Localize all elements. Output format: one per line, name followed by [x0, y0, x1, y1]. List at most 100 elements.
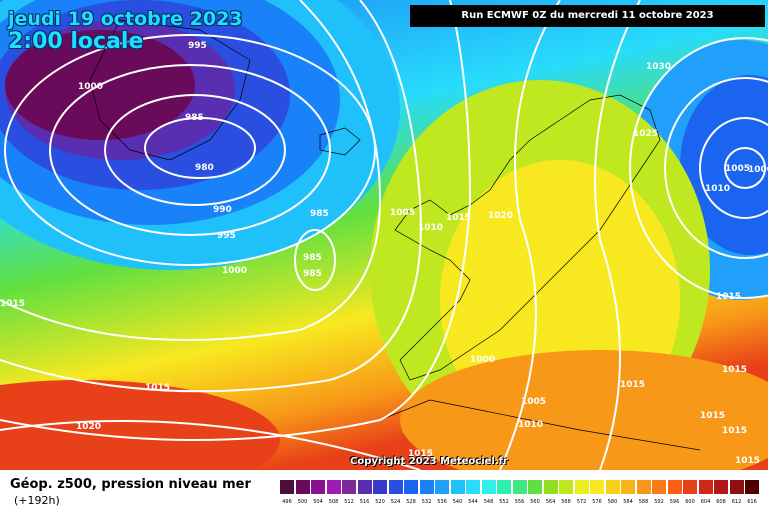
isobar-label: 1015 [0, 299, 25, 309]
scale-swatch [435, 480, 449, 494]
scale-label: 596 [669, 499, 680, 505]
scale-label: 532 [421, 499, 432, 505]
isobars [0, 0, 768, 470]
isobar-label: 1005 [390, 208, 415, 218]
scale-label: 524 [390, 499, 401, 505]
scale-swatch [311, 480, 325, 494]
scale-label: 508 [328, 499, 339, 505]
scale-swatch [683, 480, 697, 494]
forecast-local-time: 2:00 locale [8, 29, 144, 54]
isobar-label: 1020 [76, 422, 101, 432]
isobar-label: 1015 [408, 449, 433, 459]
scale-swatch [450, 480, 465, 494]
scale-swatch [280, 480, 294, 494]
isobar-label: 1005 [725, 164, 750, 174]
scale-label: 512 [344, 499, 354, 505]
forecast-date: jeudi 19 octobre 2023 [8, 8, 243, 30]
scale-swatch [621, 480, 635, 494]
isobar-label: 985 [310, 209, 329, 219]
legend-title: Géop. z500, pression niveau mer [10, 477, 251, 492]
scale-swatch [745, 480, 759, 494]
scale-label: 528 [406, 499, 416, 505]
scale-swatch [698, 480, 713, 494]
isobar-label: 1000 [748, 165, 768, 175]
scale-label: 552 [499, 499, 509, 505]
scale-swatch [652, 480, 666, 494]
scale-swatch [419, 480, 434, 494]
scale-swatch [295, 480, 310, 494]
scale-swatch [466, 480, 480, 494]
scale-swatch [543, 480, 558, 494]
isobar-label: 1030 [646, 62, 671, 72]
isobar-label: 985 [185, 113, 204, 123]
isobar-label: 990 [213, 205, 232, 215]
scale-swatch [528, 480, 542, 494]
scale-label: 544 [468, 499, 478, 505]
scale-swatch [574, 480, 589, 494]
low-core-east [680, 75, 768, 255]
scale-swatch [512, 480, 527, 494]
scale-label: 588 [638, 499, 649, 505]
scale-label: 560 [530, 499, 540, 505]
scale-swatch [714, 480, 728, 494]
isobar-label: 1000 [78, 82, 103, 92]
isobar-label: 1010 [705, 184, 730, 194]
isobar-label: 1010 [518, 420, 543, 430]
isobar-label: 995 [188, 41, 207, 51]
scale-label: 584 [623, 499, 633, 505]
scale-label: 612 [731, 499, 742, 505]
scale-swatch [357, 480, 372, 494]
scale-swatch [497, 480, 511, 494]
scale-swatch [373, 480, 387, 494]
isobar-label: 995 [217, 231, 236, 241]
scale-label: 556 [514, 499, 525, 505]
scale-swatch [667, 480, 682, 494]
isobar-label: 1020 [488, 211, 513, 221]
scale-label: 496 [282, 499, 292, 505]
scale-swatch [481, 480, 496, 494]
isobar-label: 1010 [418, 223, 443, 233]
isobar-label: 1005 [521, 397, 546, 407]
isobar-labels: 995 1000 985 980 990 995 985 985 985 100… [0, 41, 768, 466]
isobar-label: 980 [195, 163, 214, 173]
scale-swatch [559, 480, 573, 494]
scale-label: 592 [654, 499, 664, 505]
isobar-label: 985 [303, 269, 322, 279]
copyright: Copyright 2023 Meteociel.fr [350, 456, 508, 467]
scale-swatch [590, 480, 604, 494]
scale-label: 580 [607, 499, 618, 505]
run-info: Run ECMWF 0Z du mercredi 11 octobre 2023 [410, 5, 765, 27]
isobar-label: 1015 [735, 456, 760, 466]
isobar-label: 1015 [716, 292, 741, 302]
scale-label: 608 [716, 499, 726, 505]
scale-label: 600 [685, 499, 695, 505]
isobar-label: 1015 [700, 411, 725, 421]
scale-label: 604 [700, 499, 711, 505]
isobar-label: 1015 [446, 213, 471, 223]
coastline-iceland [319, 127, 361, 156]
scale-swatch [636, 480, 651, 494]
scale-label: 548 [483, 499, 494, 505]
isobar-label: 1000 [470, 355, 495, 365]
scale-label: 568 [561, 499, 571, 505]
scale-label: 564 [545, 499, 556, 505]
scale-label: 572 [576, 499, 587, 505]
scale-swatch [404, 480, 418, 494]
scale-swatch [605, 480, 620, 494]
isobar-label: 1015 [620, 380, 645, 390]
scale-label: 516 [359, 499, 370, 505]
isobar-label: 1000 [222, 266, 247, 276]
scale-label: 500 [297, 499, 308, 505]
weather-map: 995 1000 985 980 990 995 985 985 985 100… [0, 0, 768, 470]
scale-label: 536 [437, 499, 447, 505]
scale-label: 616 [747, 499, 757, 505]
southwest-warm [0, 380, 280, 470]
lead-time: (+192h) [14, 494, 60, 507]
scale-swatch [326, 480, 341, 494]
south-warm [400, 350, 768, 470]
scale-label: 520 [375, 499, 385, 505]
scale-label: 504 [313, 499, 323, 505]
isobar-label: 1025 [633, 129, 658, 139]
isobar-label: 1015 [145, 383, 170, 393]
coastline-greenland [89, 19, 251, 161]
